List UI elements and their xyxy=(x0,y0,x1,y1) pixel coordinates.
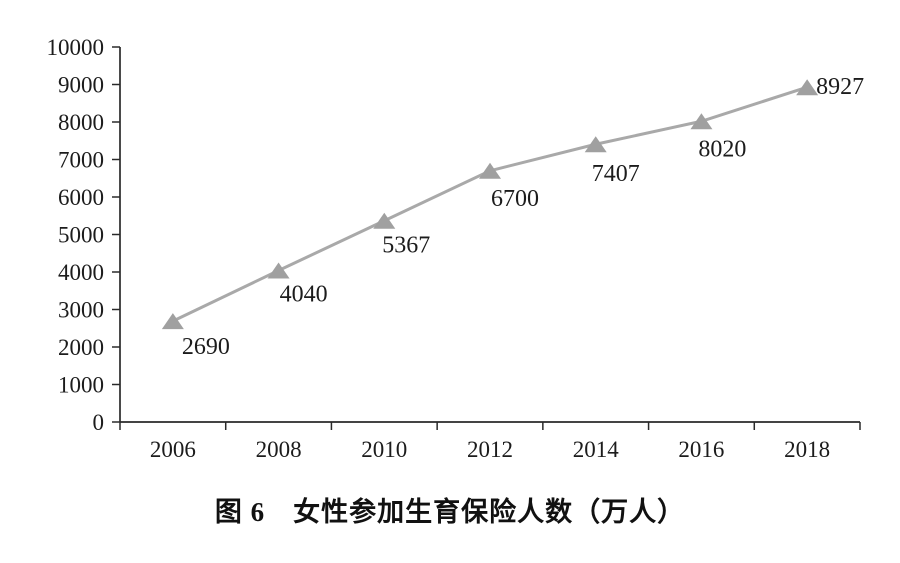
data-point-marker xyxy=(584,136,607,153)
x-tick-label: 2008 xyxy=(256,437,302,462)
y-tick-label: 8000 xyxy=(58,110,104,135)
y-tick-label: 6000 xyxy=(58,185,104,210)
y-tick-label: 4000 xyxy=(58,260,104,285)
y-tick-label: 1000 xyxy=(58,373,104,398)
data-point-label: 8020 xyxy=(698,136,746,162)
data-point-label: 8927 xyxy=(816,74,864,100)
data-point-marker xyxy=(479,162,501,179)
y-tick-label: 3000 xyxy=(58,298,104,323)
y-tick-label: 5000 xyxy=(58,223,104,248)
y-tick-label: 2000 xyxy=(58,335,104,360)
data-point-marker xyxy=(161,313,184,330)
series-line xyxy=(172,85,808,323)
line-chart: 0 1000 2000 3000 4000 5000 6000 7000 8000 9000 100… xyxy=(47,35,865,462)
data-point-label: 4040 xyxy=(280,282,328,308)
figure-caption: 图 6 女性参加生育保险人数（万人） xyxy=(214,497,686,527)
x-tick-label: 2012 xyxy=(467,437,513,462)
data-point-marker xyxy=(796,79,819,96)
data-point-label: 7407 xyxy=(592,161,640,187)
y-tick-label: 9000 xyxy=(58,73,104,98)
y-tick-label: 10000 xyxy=(47,35,105,60)
x-tick-label: 2016 xyxy=(678,437,724,462)
x-tick-label: 2006 xyxy=(150,437,196,462)
data-point-marker xyxy=(690,113,713,130)
data-point-label: 5367 xyxy=(382,233,430,259)
x-tick-label: 2018 xyxy=(784,437,830,462)
x-tick-label: 2014 xyxy=(573,437,620,462)
y-tick-label: 0 xyxy=(93,410,105,435)
data-point-marker xyxy=(373,212,396,229)
data-point-label: 2690 xyxy=(182,334,230,360)
x-tick-label: 2010 xyxy=(361,437,407,462)
data-point-marker xyxy=(267,262,290,279)
y-tick-label: 7000 xyxy=(58,148,104,173)
data-point-label: 6700 xyxy=(491,186,539,212)
